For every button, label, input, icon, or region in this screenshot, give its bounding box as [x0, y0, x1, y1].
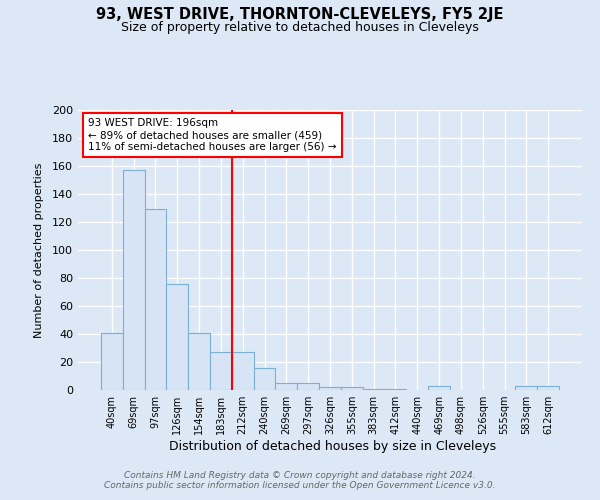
Bar [297, 383, 319, 390]
Bar [341, 387, 363, 390]
Bar [428, 386, 450, 390]
Text: Distribution of detached houses by size in Cleveleys: Distribution of detached houses by size … [169, 440, 497, 453]
Bar [537, 386, 559, 390]
Bar [254, 368, 275, 390]
Bar [123, 170, 145, 390]
Bar [188, 332, 210, 390]
Bar [145, 210, 166, 390]
Bar [275, 383, 297, 390]
Text: 93, WEST DRIVE, THORNTON-CLEVELEYS, FY5 2JE: 93, WEST DRIVE, THORNTON-CLEVELEYS, FY5 … [96, 8, 504, 22]
Bar [363, 388, 385, 390]
Text: 93 WEST DRIVE: 196sqm
← 89% of detached houses are smaller (459)
11% of semi-det: 93 WEST DRIVE: 196sqm ← 89% of detached … [88, 118, 337, 152]
Bar [319, 387, 341, 390]
Text: Size of property relative to detached houses in Cleveleys: Size of property relative to detached ho… [121, 21, 479, 34]
Y-axis label: Number of detached properties: Number of detached properties [34, 162, 44, 338]
Bar [210, 352, 232, 390]
Bar [101, 332, 123, 390]
Bar [515, 386, 537, 390]
Bar [385, 388, 406, 390]
Text: Contains HM Land Registry data © Crown copyright and database right 2024.
Contai: Contains HM Land Registry data © Crown c… [104, 470, 496, 490]
Bar [166, 284, 188, 390]
Bar [232, 352, 254, 390]
